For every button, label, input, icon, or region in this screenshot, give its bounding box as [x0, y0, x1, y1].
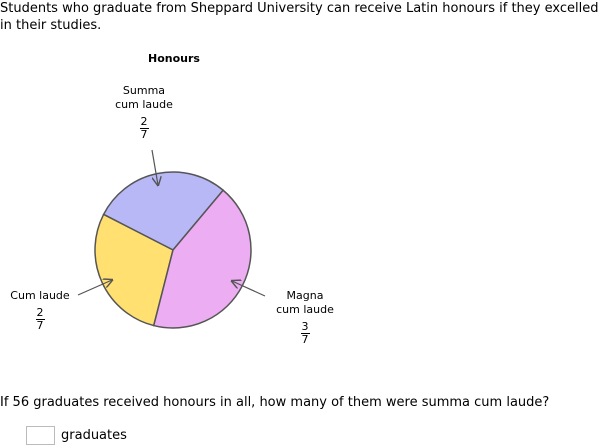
chart-title: Honours	[148, 52, 200, 65]
question-prompt: If 56 graduates received honours in all,…	[0, 395, 550, 410]
slice-summa-cum-laude	[102, 171, 225, 251]
answer-input[interactable]	[26, 426, 55, 445]
summa-arrow	[151, 149, 158, 185]
question-intro: Students who graduate from Sheppard Univ…	[0, 1, 599, 33]
answer-unit: graduates	[61, 428, 127, 443]
cum-arrow	[77, 280, 112, 296]
slice-cum-laude	[94, 213, 174, 327]
magna-arrow	[232, 281, 266, 297]
